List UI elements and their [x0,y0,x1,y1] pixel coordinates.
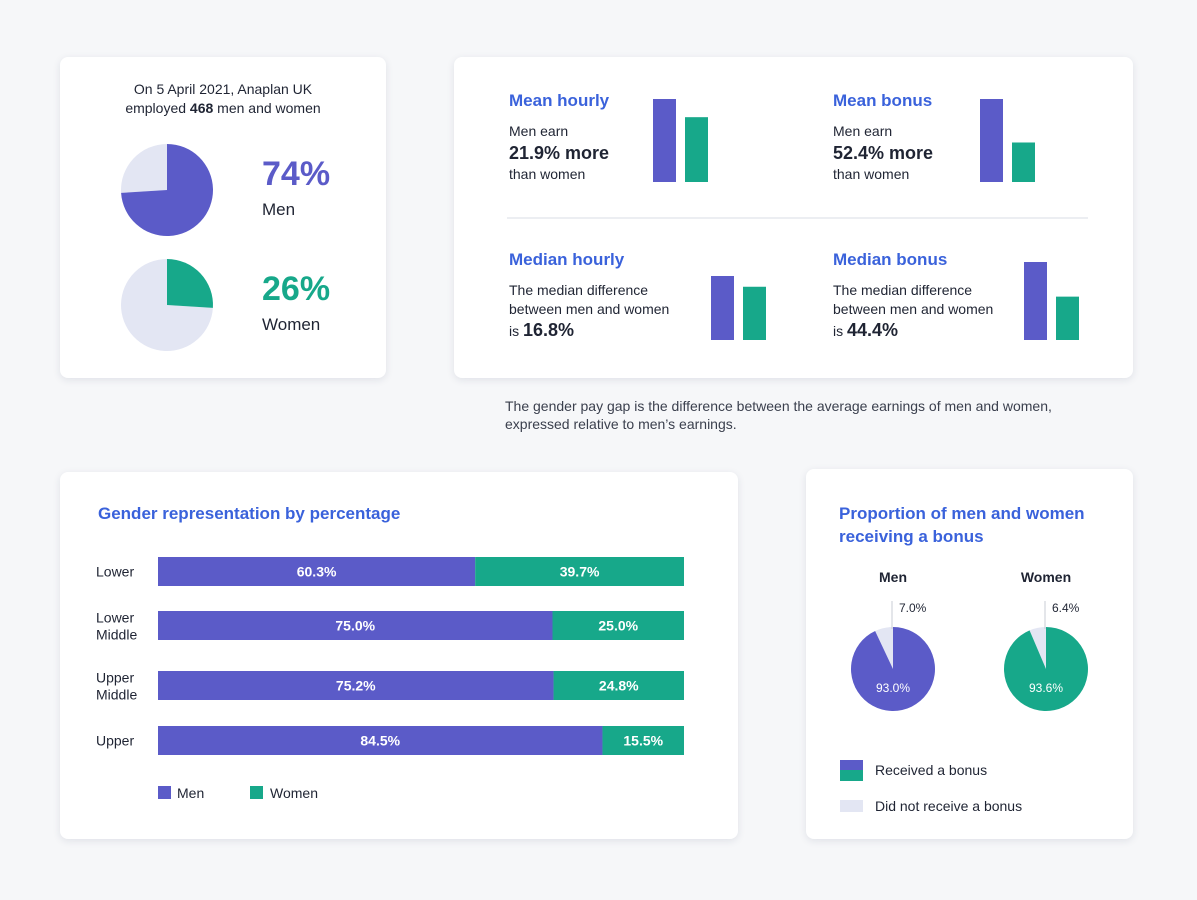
bar-men [158,557,476,586]
median-bonus-value: 44.4% [847,320,899,340]
mean-hourly-line3: than women [509,166,586,182]
median-bonus-line1: The median difference [833,282,973,298]
bar-women [475,557,684,586]
bar-men [711,276,734,340]
mean-bonus-line3: than women [833,166,910,182]
median-hourly-bars [711,276,766,340]
pie-slice-rest [121,259,213,351]
headcount-suffix: men and women [217,100,321,116]
median-hourly-line3: is 16.8% [509,320,574,341]
data-label: 75.0% [335,618,375,634]
median-bonus-title: Median bonus [833,250,948,269]
legend-label-received: Received a bonus [875,762,987,778]
men-label: Men [262,200,296,219]
median-bonus-bars [1024,262,1079,340]
legend-label-men: Men [177,785,204,801]
bar-women [1056,296,1079,340]
definition-line1: The gender pay gap is the difference bet… [505,398,1052,414]
data-label: 15.5% [623,733,663,749]
bar-men [980,99,1003,182]
mean-bonus-title: Mean bonus [833,91,933,110]
men-headcount-pie [121,144,213,236]
bar-women [552,611,684,640]
headcount-line1: On 5 April 2021, Anaplan UK [133,81,313,97]
pie-slice-received [851,627,935,711]
bar-men [653,99,676,182]
data-label: 24.8% [599,678,639,694]
bar-men [158,671,554,700]
legend-swatch-received-women [840,770,863,781]
data-label: 60.3% [297,564,337,580]
bar-men [158,611,553,640]
category-label: Upper [96,733,134,749]
headcount-card: On 5 April 2021, Anaplan UK employed 468… [60,57,386,378]
definition-line2: expressed relative to men’s earnings. [505,416,737,432]
representation-card: Gender representation by percentage Lowe… [60,472,738,839]
median-bonus-line3: is 44.4% [833,320,898,341]
mean-bonus-value: 52.4% more [833,143,934,163]
category-label: Middle [96,687,137,703]
mean-hourly-value: 21.9% more [509,143,610,163]
pie-not-received-label: 6.4% [1052,601,1080,615]
bar-women [602,726,684,755]
bonus-title-line2: receiving a bonus [839,527,984,546]
headcount-prefix: employed [125,100,187,116]
legend-swatch-men [158,786,171,799]
category-label: Lower [96,564,134,580]
men-percent: 74% [262,155,331,193]
category-label: Upper [96,670,134,686]
women-label: Women [262,315,321,334]
pie-slice-rest [121,144,167,193]
bonus-title-line1: Proportion of men and women [839,504,1085,523]
mean-bonus-bars [980,99,1035,182]
bar-men [158,726,603,755]
pie-not-received-label: 7.0% [899,601,927,615]
bonus-chart: Men 7.0% 93.0% Women 6.4% 93.6% Received a bon… [840,569,1088,814]
bar-women [743,286,766,340]
gap-divider [507,217,1088,219]
pie-received-label: 93.6% [1029,681,1063,695]
bar-women [685,117,708,182]
legend-label-women: Women [270,785,318,801]
median-hourly-value: 16.8% [523,320,575,340]
pie-received-label: 93.0% [876,681,910,695]
pie-slice-not-received [1029,627,1046,669]
representation-title: Gender representation by percentage [98,504,401,523]
mean-hourly-bars [653,99,708,182]
median-hourly-title: Median hourly [509,250,625,269]
legend-label-not-received: Did not receive a bonus [875,798,1022,814]
bar-women [553,671,684,700]
women-percent: 26% [262,270,331,308]
bonus-card: Proportion of men and women receiving a … [806,469,1133,839]
median-hourly-prefix: is [509,323,520,339]
pie-slice-women [167,259,213,308]
data-label: 84.5% [360,733,400,749]
mean-bonus-line1: Men earn [833,123,893,139]
pie-slice-men [121,144,213,236]
pie-slice-received [1004,627,1088,711]
category-label: Lower [96,610,134,626]
data-label: 39.7% [560,564,600,580]
data-label: 25.0% [598,618,638,634]
headcount-line2: employed 468 men and women [60,100,386,116]
legend-swatch-women [250,786,263,799]
median-bonus-prefix: is [833,323,844,339]
headcount-count: 468 [189,100,214,116]
bar-women [1012,142,1035,182]
pie-title-women: Women [1021,569,1071,585]
data-label: 75.2% [336,678,376,694]
women-headcount-pie [121,259,213,351]
pie-slice-not-received [875,627,893,669]
median-bonus-line2: between men and women [833,301,994,317]
bar-men [1024,262,1047,340]
legend-swatch-not-received [840,800,863,812]
mean-hourly-line1: Men earn [509,123,569,139]
median-hourly-line1: The median difference [509,282,649,298]
median-hourly-line2: between men and women [509,301,670,317]
mean-hourly-title: Mean hourly [509,91,610,110]
pay-gap-card: Mean hourly Men earn 21.9% more than wom… [454,57,1133,378]
category-label: Middle [96,627,137,643]
pie-title-men: Men [879,569,907,585]
